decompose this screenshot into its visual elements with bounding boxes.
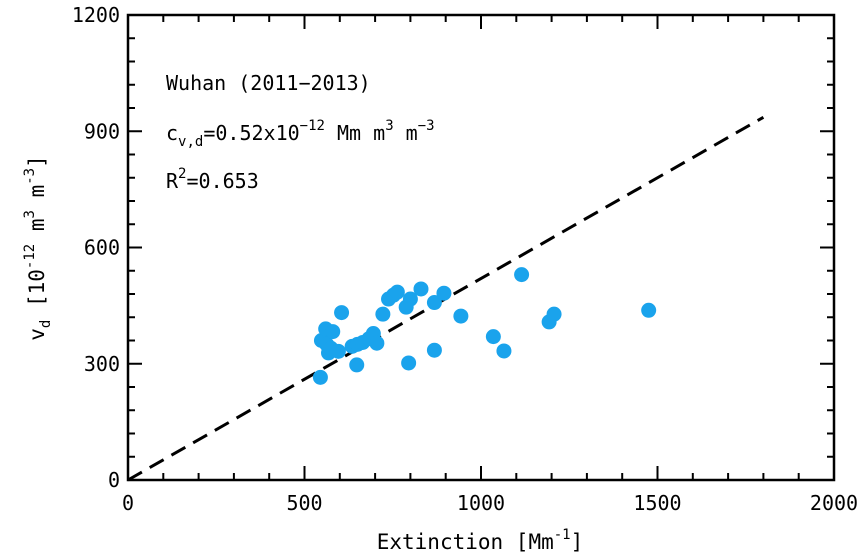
data-point xyxy=(334,305,350,321)
x-axis-title: Extinction [Mm-1] xyxy=(377,527,584,554)
data-point xyxy=(485,329,501,345)
y-tick-label: 300 xyxy=(84,352,120,376)
x-tick-label: 500 xyxy=(286,491,322,515)
data-point xyxy=(496,343,512,359)
data-point xyxy=(389,284,405,300)
data-point xyxy=(349,357,365,373)
data-point xyxy=(426,295,442,311)
y-axis-title: vd [10-12 m3 m-3] xyxy=(22,155,54,341)
data-point xyxy=(413,281,429,297)
plot-frame xyxy=(126,13,836,482)
data-point xyxy=(426,342,442,358)
x-tick-label: 1500 xyxy=(633,491,681,515)
data-points xyxy=(312,267,657,385)
data-point xyxy=(453,308,469,324)
data-point xyxy=(401,355,417,371)
x-tick-label: 0 xyxy=(122,491,134,515)
y-tick-label: 0 xyxy=(108,468,120,492)
data-point xyxy=(514,267,530,283)
data-point xyxy=(325,324,341,340)
data-point xyxy=(369,335,385,351)
x-tick-label: 2000 xyxy=(810,491,858,515)
tick-labels: 0 500 1000 1500 2000 0 300 600 900 1200 xyxy=(72,3,858,515)
y-tick-label: 1200 xyxy=(72,3,120,27)
annotation-r-squared: R2=0.653 xyxy=(166,166,259,193)
y-tick-label: 600 xyxy=(84,236,120,260)
y-tick-label: 900 xyxy=(84,119,120,143)
data-point xyxy=(546,306,562,322)
annotation-location: Wuhan (2011−2013) xyxy=(166,71,371,95)
data-point xyxy=(312,369,328,385)
data-point xyxy=(330,343,346,359)
data-point xyxy=(436,285,452,301)
annotation-coefficient: cv,d=0.52x10−12 Mm m3 m−3 xyxy=(166,118,435,150)
data-point xyxy=(641,302,657,318)
data-point xyxy=(375,306,391,322)
x-tick-label: 1000 xyxy=(457,491,505,515)
data-point xyxy=(402,291,418,307)
